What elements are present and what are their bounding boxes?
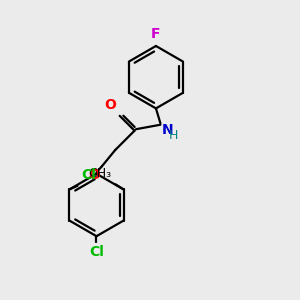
Text: O: O <box>88 168 101 182</box>
Text: H: H <box>169 129 178 142</box>
Text: Cl: Cl <box>89 244 104 259</box>
Text: O: O <box>104 98 116 112</box>
Text: Cl: Cl <box>81 168 96 182</box>
Text: F: F <box>151 27 161 40</box>
Text: CH₃: CH₃ <box>88 167 112 181</box>
Text: N: N <box>162 123 173 137</box>
